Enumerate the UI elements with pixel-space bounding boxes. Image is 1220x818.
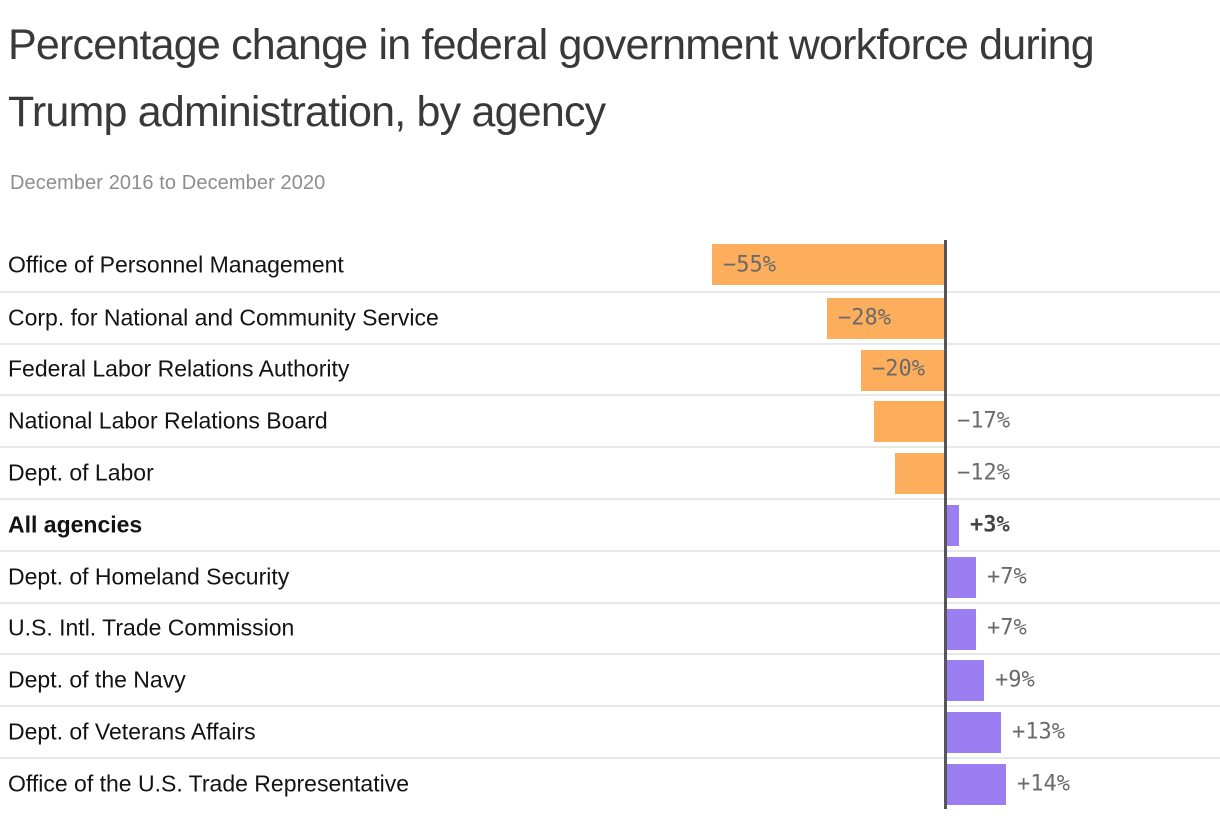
agency-label: Corp. for National and Community Service <box>8 304 439 331</box>
chart-row: All agencies +3% <box>0 497 1220 550</box>
value-label: −28% <box>838 305 891 331</box>
value-label: −12% <box>957 460 1010 486</box>
chart-row: Dept. of Homeland Security +7% <box>0 549 1220 602</box>
bar-chart: Office of Personnel Management −55% Corp. … <box>0 239 1220 809</box>
agency-label: Dept. of Homeland Security <box>8 563 290 590</box>
agency-label: Dept. of Veterans Affairs <box>8 718 256 745</box>
value-label: −55% <box>723 252 776 278</box>
value-label: +9% <box>995 667 1035 693</box>
agency-label: All agencies <box>8 511 143 538</box>
value-label: +3% <box>970 512 1010 538</box>
chart-row: Corp. for National and Community Service… <box>0 290 1220 343</box>
agency-label: Dept. of the Navy <box>8 666 186 693</box>
positive-bar <box>946 608 976 650</box>
chart-row: National Labor Relations Board −17% <box>0 394 1220 446</box>
positive-bar <box>946 763 1006 805</box>
chart-row: U.S. Intl. Trade Commission +7% <box>0 601 1220 654</box>
value-label: +14% <box>1017 771 1070 797</box>
negative-bar <box>861 349 946 391</box>
value-label: +7% <box>987 564 1027 590</box>
negative-bar <box>874 401 946 443</box>
positive-bar <box>946 504 959 546</box>
chart-row: Office of the U.S. Trade Representative +… <box>0 756 1220 809</box>
value-label: +13% <box>1012 719 1065 745</box>
value-label: −17% <box>957 408 1010 434</box>
negative-bar <box>712 244 946 285</box>
value-label: +7% <box>987 615 1027 641</box>
chart-row: Dept. of Labor −12% <box>0 446 1220 498</box>
chart-title: Percentage change in federal government … <box>8 21 1095 136</box>
positive-bar <box>946 556 976 598</box>
chart-row: Federal Labor Relations Authority −20% <box>0 342 1220 395</box>
agency-label: U.S. Intl. Trade Commission <box>8 614 295 641</box>
chart-row: Dept. of the Navy +9% <box>0 653 1220 705</box>
chart-row: Office of Personnel Management −55% <box>0 239 1220 291</box>
chart-subtitle: December 2016 to December 2020 <box>10 172 326 194</box>
zero-baseline-axis <box>944 240 947 809</box>
positive-bar <box>946 712 1001 754</box>
agency-label: National Labor Relations Board <box>8 407 328 434</box>
agency-label: Office of Personnel Management <box>8 251 344 278</box>
agency-label: Office of the U.S. Trade Representative <box>8 770 410 797</box>
value-label: −20% <box>872 356 925 382</box>
negative-bar <box>895 453 946 495</box>
chart-row: Dept. of Veterans Affairs +13% <box>0 705 1220 757</box>
positive-bar <box>946 660 984 702</box>
agency-label: Dept. of Labor <box>8 459 154 486</box>
agency-label: Federal Labor Relations Authority <box>8 355 350 382</box>
negative-bar <box>827 297 946 339</box>
